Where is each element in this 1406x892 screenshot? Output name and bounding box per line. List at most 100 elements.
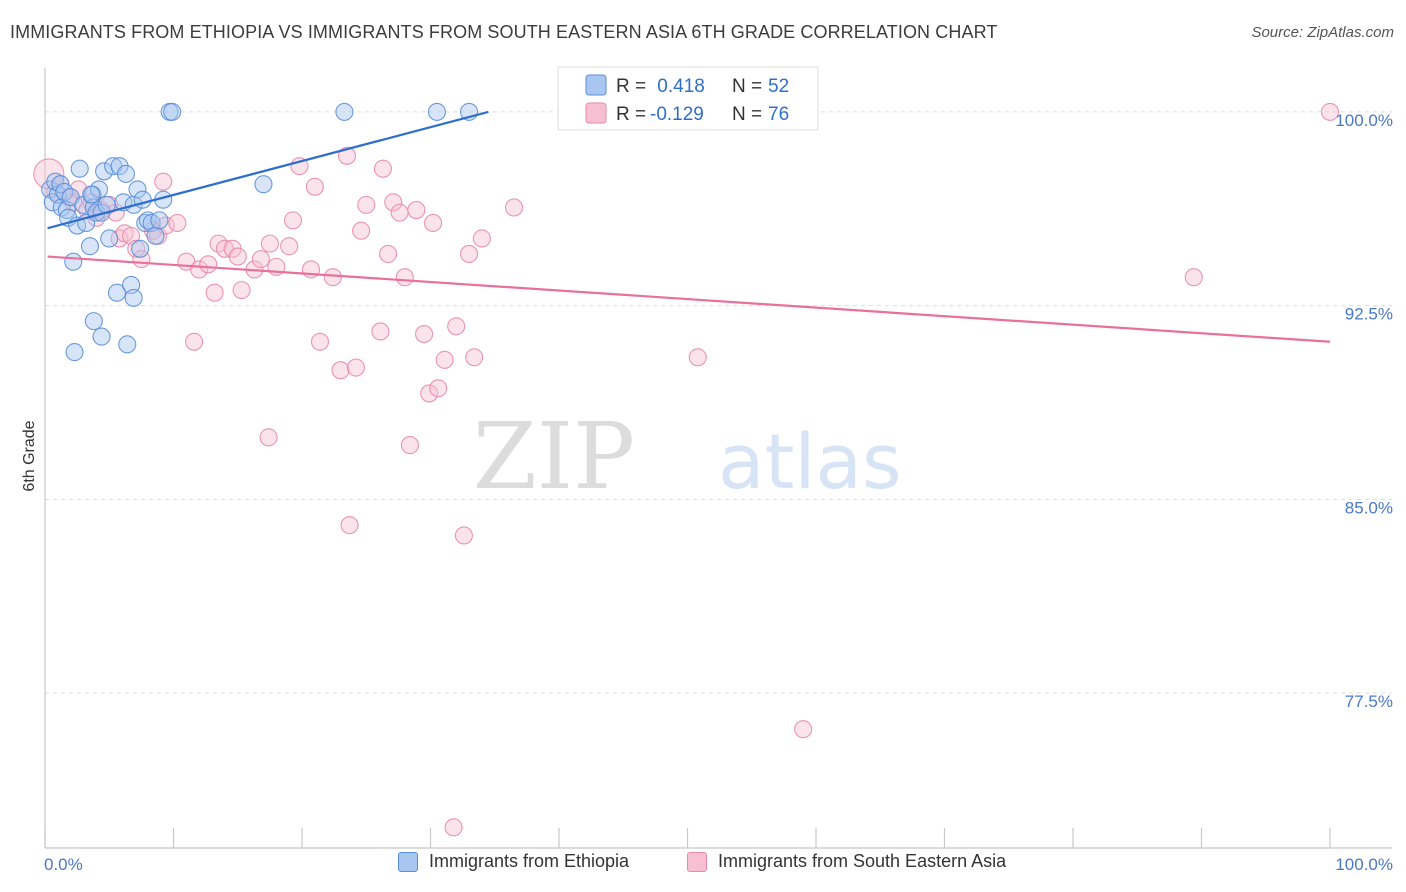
- legend-n-label-south-eastern-asia: N =: [732, 104, 762, 125]
- south-eastern-asia-point-73: [444, 818, 463, 837]
- axes: [44, 68, 1392, 849]
- legend-n-value-south-eastern-asia: 76: [768, 104, 789, 125]
- south-eastern-asia-point-42: [337, 146, 357, 165]
- ethiopia-point-28: [116, 164, 136, 183]
- south-eastern-asia-point-41: [331, 361, 350, 380]
- series-south-eastern-asia-points: [33, 102, 1340, 837]
- ethiopia-point-38: [150, 211, 169, 230]
- south-eastern-asia-point-56: [424, 213, 443, 233]
- ethiopia-point-47: [84, 312, 103, 331]
- ethiopia-point-49: [118, 335, 137, 354]
- south-eastern-asia-point-29: [228, 247, 247, 266]
- ethiopia-point-15: [80, 237, 100, 256]
- legend-r-value-ethiopia: 0.418: [652, 76, 705, 97]
- watermark-zip: ZIP: [473, 403, 635, 510]
- chart-title: IMMIGRANTS FROM ETHIOPIA VS IMMIGRANTS F…: [10, 22, 998, 42]
- south-eastern-asia-point-67: [1184, 268, 1203, 287]
- legend-r-label-ethiopia: R =: [616, 76, 646, 97]
- south-eastern-asia-point-36: [283, 211, 303, 230]
- legend-r-label-south-eastern-asia: R =: [616, 104, 646, 125]
- ethiopia-point-10: [64, 252, 83, 271]
- legend-n-value-ethiopia: 52: [768, 76, 789, 97]
- bottom-legend-ethiopia: Immigrants from Ethiopia: [398, 851, 629, 872]
- y-tick-label-3: 77.5%: [1345, 692, 1393, 711]
- trend-lines: [47, 110, 1331, 343]
- south-eastern-asia-point-45: [357, 195, 376, 214]
- bottom-legend-south-eastern-asia: Immigrants from South Eastern Asia: [687, 851, 1006, 872]
- south-eastern-asia-point-22: [185, 332, 204, 351]
- south-eastern-asia-point-47: [373, 159, 393, 178]
- south-eastern-asia-point-46: [371, 322, 390, 341]
- south-eastern-asia-point-59: [447, 317, 466, 336]
- ethiopia-point-50: [124, 288, 143, 307]
- bottom-legend-swatch-ethiopia: [398, 851, 418, 872]
- south-eastern-asia-point-23: [190, 260, 209, 279]
- south-eastern-asia-point-35: [280, 237, 299, 256]
- y-tick-label-2: 85.0%: [1345, 498, 1393, 517]
- legend-swatch-ethiopia: [585, 74, 607, 96]
- ethiopia-point-48: [92, 327, 111, 346]
- trend-line-ethiopia: [47, 110, 489, 230]
- south-eastern-asia-point-74: [305, 177, 324, 196]
- x-tick-label-0: 0.0%: [44, 855, 83, 874]
- south-eastern-asia-point-57: [429, 379, 448, 398]
- south-eastern-asia-point-43: [346, 358, 366, 377]
- south-eastern-asia-point-55: [420, 384, 439, 403]
- legend-n-label-ethiopia: N =: [732, 76, 762, 97]
- south-eastern-asia-point-69: [259, 428, 278, 447]
- y-axis-label: 6th Grade: [21, 420, 38, 491]
- south-eastern-asia-point-70: [340, 516, 359, 535]
- series-ethiopia-points: [41, 102, 479, 362]
- south-eastern-asia-point-54: [415, 324, 434, 344]
- south-eastern-asia-point-20: [168, 213, 187, 233]
- south-eastern-asia-point-51: [395, 268, 414, 287]
- x-tick-label-1: 100.0%: [1335, 855, 1393, 874]
- ethiopia-point-32: [131, 239, 150, 258]
- ethiopia-point-51: [82, 185, 101, 204]
- ethiopia-point-31: [128, 180, 147, 199]
- south-eastern-asia-point-0: [33, 158, 65, 190]
- bottom-legend-swatch-south-eastern-asia: [687, 851, 707, 872]
- south-eastern-asia-point-60: [459, 244, 479, 264]
- south-eastern-asia-point-49: [384, 193, 403, 212]
- bottom-legend-label-south-eastern-asia: Immigrants from South Eastern Asia: [718, 851, 1007, 871]
- south-eastern-asia-point-33: [260, 234, 279, 253]
- watermark-atlas: atlas: [718, 417, 902, 506]
- south-eastern-asia-point-50: [390, 203, 409, 222]
- south-eastern-asia-point-48: [379, 244, 398, 264]
- ethiopia-point-34: [136, 213, 155, 233]
- south-eastern-asia-point-25: [205, 283, 224, 302]
- south-eastern-asia-point-30: [232, 281, 251, 300]
- bottom-legend-label-ethiopia: Immigrants from Ethiopia: [429, 851, 630, 871]
- ethiopia-point-25: [107, 283, 127, 302]
- legend-swatch-south-eastern-asia: [585, 102, 607, 124]
- south-eastern-asia-point-40: [323, 268, 342, 287]
- ethiopia-point-43: [335, 102, 354, 121]
- ethiopia-point-23: [100, 229, 119, 248]
- y-tick-label-1: 92.5%: [1345, 305, 1393, 324]
- south-eastern-asia-point-64: [688, 348, 707, 367]
- top-legend: R = 0.418 N = 52 R = -0.129 N = 76: [557, 66, 819, 131]
- ethiopia-point-12: [70, 159, 89, 178]
- chart-source: Source: ZipAtlas.com: [1251, 24, 1394, 41]
- ethiopia-point-42: [254, 175, 273, 194]
- ethiopia-point-5: [52, 198, 71, 217]
- legend-r-value-south-eastern-asia: -0.129: [650, 104, 704, 125]
- south-eastern-asia-point-53: [407, 201, 426, 220]
- ethiopia-point-44: [427, 102, 446, 121]
- south-eastern-asia-point-24: [199, 255, 218, 274]
- south-eastern-asia-point-32: [251, 250, 270, 269]
- y-tick-label-0: 100.0%: [1335, 111, 1393, 130]
- south-eastern-asia-point-15: [127, 239, 146, 258]
- ethiopia-point-46: [65, 343, 84, 362]
- south-eastern-asia-point-58: [435, 350, 454, 369]
- south-eastern-asia-point-12: [110, 229, 129, 248]
- south-eastern-asia-point-62: [472, 229, 491, 248]
- south-eastern-asia-point-61: [465, 348, 484, 367]
- south-eastern-asia-point-71: [454, 526, 473, 545]
- south-eastern-asia-point-68: [1320, 102, 1340, 121]
- gridlines: [45, 111, 1392, 694]
- ethiopia-point-41: [163, 102, 182, 121]
- ethiopia-point-37: [146, 226, 165, 245]
